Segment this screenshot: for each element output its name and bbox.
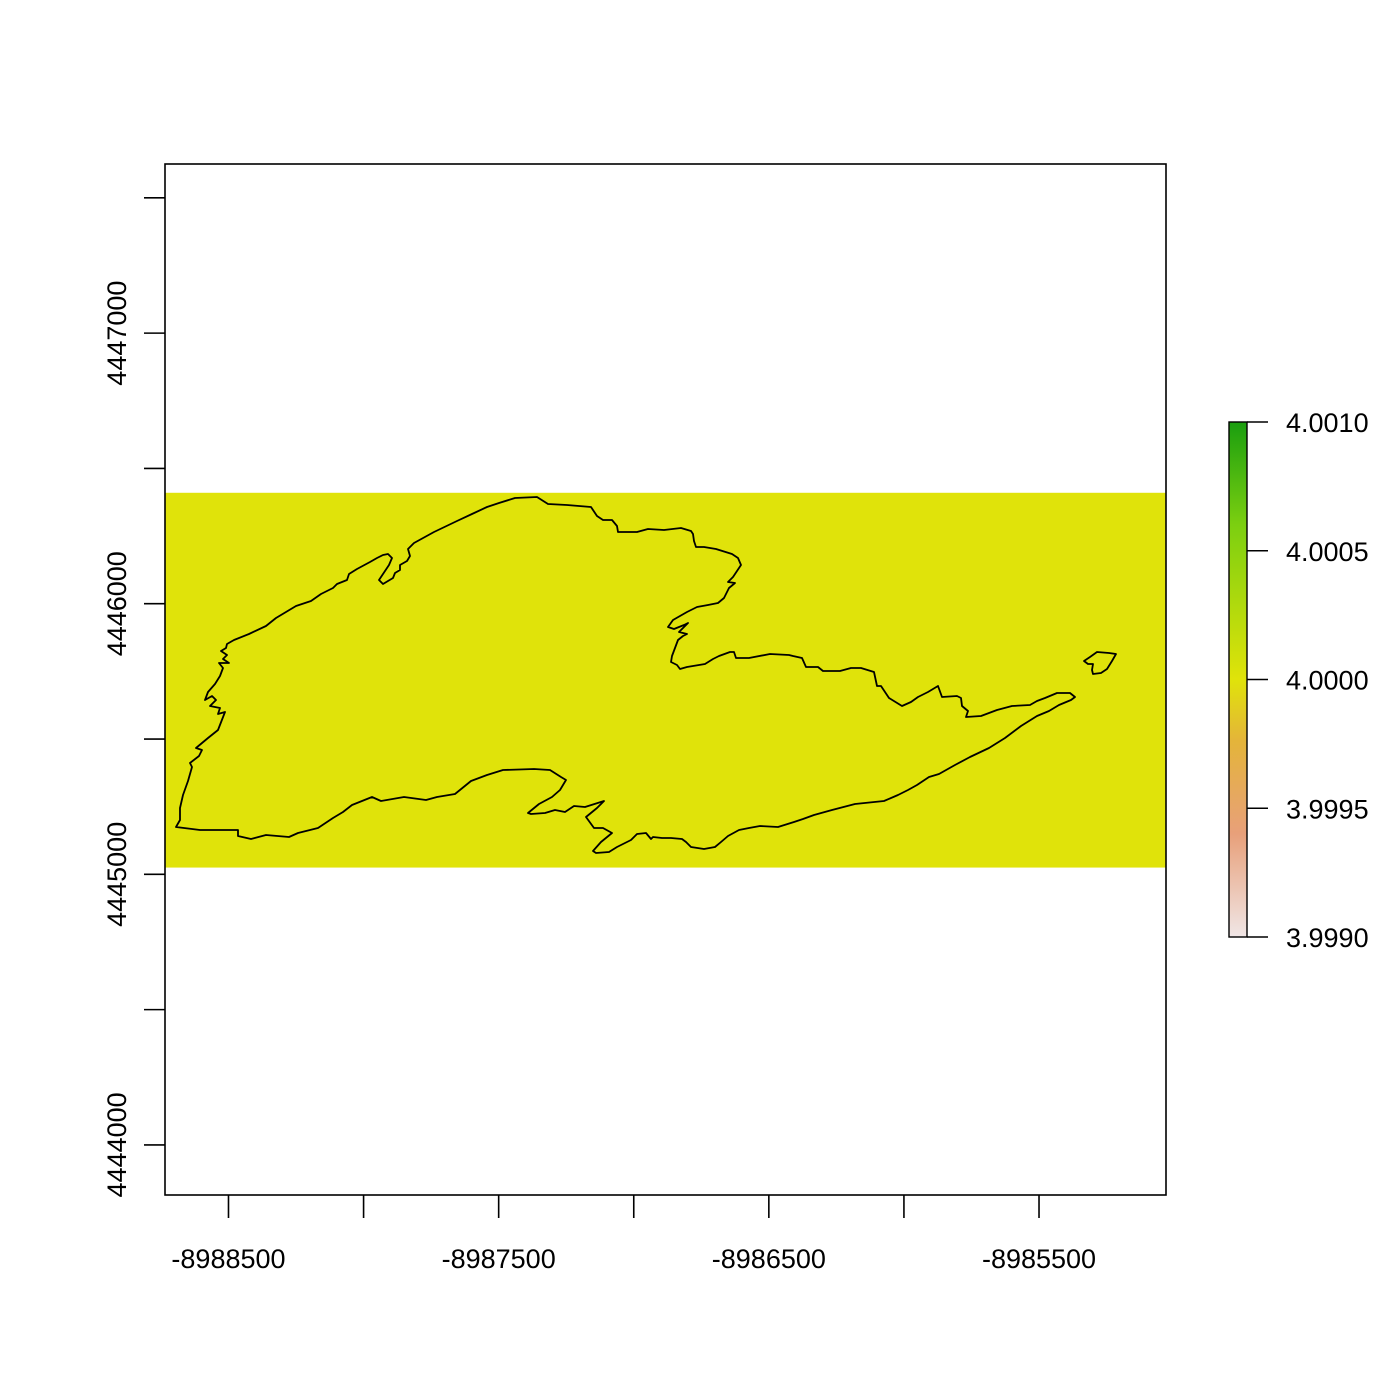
colorbar-tick-label: 4.0000 [1286,666,1369,696]
colorbar-tick-label: 3.9990 [1286,923,1369,953]
plot-frame [164,163,1167,1196]
colorbar-tick-label: 4.0005 [1286,537,1369,567]
polygon-outline [175,496,1117,854]
x-tick-label: -8987500 [442,1244,556,1274]
y-tick-label: 4447000 [102,281,132,386]
island-outline [1083,651,1117,675]
x-tick-label: -8986500 [712,1244,826,1274]
colorbar-ticks: 4.0010 4.0005 4.0000 3.9995 3.9990 [1247,408,1369,953]
colorbar-tick-label: 4.0010 [1286,408,1369,438]
x-axis: -8988500 -8987500 -8986500 -8985500 [171,1195,1096,1274]
main-shoreline-outline [175,496,1076,854]
y-tick-label: 4444000 [102,1092,132,1197]
y-axis: 4444000 4445000 4446000 4447000 [102,197,165,1198]
colorbar-tick-label: 3.9995 [1286,794,1369,824]
x-tick-label: -8985500 [982,1244,1096,1274]
x-tick-label: -8988500 [171,1244,285,1274]
y-tick-label: 4445000 [102,822,132,927]
colorbar-gradient [1228,421,1248,938]
colorbar-legend: 4.0010 4.0005 4.0000 3.9995 3.9990 [1228,408,1369,953]
y-tick-label: 4446000 [102,551,132,656]
raster-band [165,492,1166,868]
